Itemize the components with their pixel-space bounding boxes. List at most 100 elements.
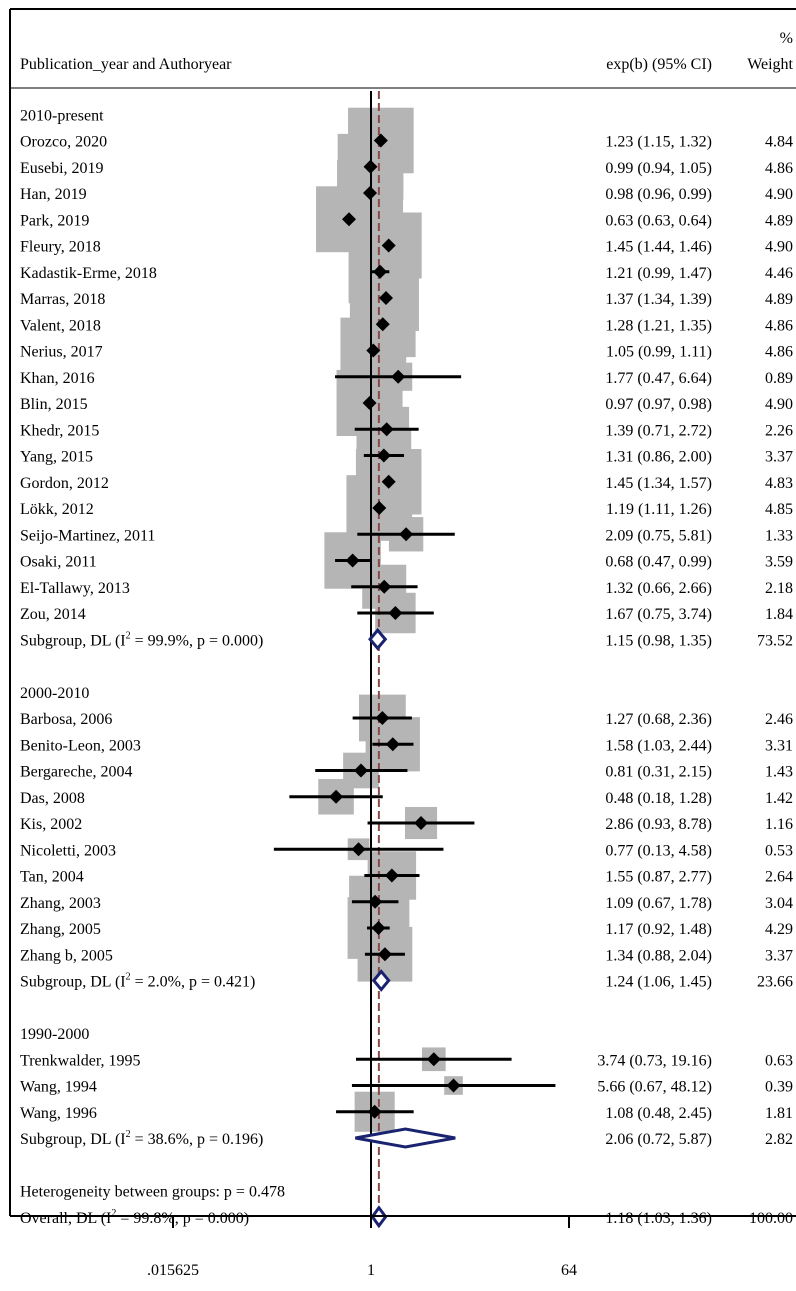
study-ci-text: 1.31 (0.86, 2.00) [605, 449, 712, 466]
study-weight-text: 4.89 [765, 291, 793, 308]
study-weight-text: 4.86 [765, 160, 793, 177]
study-label: Benito-Leon, 2003 [20, 737, 141, 754]
study-label: Orozco, 2020 [20, 134, 107, 151]
point-estimate-marker [363, 159, 378, 174]
point-estimate-marker [372, 501, 387, 515]
subgroup-diamond [371, 969, 391, 992]
study-weight-text: 4.90 [765, 396, 793, 413]
study-weight-text: 0.89 [765, 370, 793, 387]
study-weight-text: 4.83 [765, 475, 793, 492]
study-label: Eusebi, 2019 [20, 160, 104, 177]
study-ci-text: 5.66 (0.67, 48.12) [597, 1079, 712, 1096]
study-ci-text: 0.63 (0.63, 0.64) [605, 212, 712, 229]
study-ci-text: 0.68 (0.47, 0.99) [605, 554, 712, 571]
point-estimate-marker [329, 789, 344, 804]
study-label: Valent, 2018 [20, 317, 101, 334]
subgroup-ci-text: 2.06 (0.72, 5.87) [605, 1131, 712, 1148]
group-heading: 1990-2000 [20, 1026, 89, 1043]
study-label: Fleury, 2018 [20, 239, 101, 256]
study-weight-text: 2.64 [765, 869, 793, 886]
subgroup-label: Subgroup, DL (I2 = 2.0%, p = 0.421) [20, 972, 255, 991]
study-ci-text: 0.97 (0.97, 0.98) [605, 396, 712, 413]
study-weight-text: 0.63 [765, 1052, 793, 1069]
study-ci-text: 1.45 (1.44, 1.46) [605, 239, 712, 256]
header-effect-label: exp(b) (95% CI) [606, 56, 712, 73]
point-estimate-marker [373, 264, 388, 279]
study-weight-text: 1.33 [765, 527, 793, 544]
point-estimate-marker [385, 737, 400, 752]
study-ci-text: 0.98 (0.96, 0.99) [605, 186, 712, 203]
study-weight-text: 4.86 [765, 344, 793, 361]
x-tick-label: .015625 [147, 1262, 199, 1279]
study-weight-text: 1.84 [765, 606, 793, 623]
x-tick-label: 64 [561, 1262, 577, 1279]
study-weight-text: 4.85 [765, 501, 793, 518]
study-weight-text: 3.04 [765, 895, 793, 912]
study-label: Kadastik-Erme, 2018 [20, 265, 157, 282]
study-ci-text: 1.27 (0.68, 2.36) [605, 711, 712, 728]
point-estimate-marker [391, 369, 406, 384]
study-label: Nicoletti, 2003 [20, 842, 116, 859]
study-ci-text: 1.08 (0.48, 2.45) [605, 1105, 712, 1122]
subgroup-weight-text: 2.82 [765, 1131, 793, 1148]
study-weight-text: 2.18 [765, 580, 793, 597]
study-weight-text: 4.46 [765, 265, 793, 282]
study-label: Bergareche, 2004 [20, 764, 133, 781]
subgroup-weight-text: 23.66 [757, 974, 793, 991]
point-estimate-marker [426, 1052, 441, 1067]
subgroup-diamond [368, 627, 388, 651]
group-heading: 2010-present [20, 107, 104, 124]
reference-line-layer [370, 91, 380, 1216]
point-estimate-marker [414, 816, 429, 830]
study-ci-text: 1.19 (1.11, 1.26) [606, 501, 712, 518]
point-estimate-marker [379, 422, 394, 437]
study-label: Barbosa, 2006 [20, 711, 112, 728]
study-label: Lökk, 2012 [20, 501, 94, 518]
study-weight-text: 4.84 [765, 134, 793, 151]
point-estimate-marker [368, 894, 383, 909]
study-ci-text: 1.77 (0.47, 6.64) [605, 370, 712, 387]
subgroup-label: Subgroup, DL (I2 = 38.6%, p = 0.196) [20, 1129, 263, 1148]
study-ci-text: 1.28 (1.21, 1.35) [605, 317, 712, 334]
study-label: Han, 2019 [20, 186, 87, 203]
subgroup-ci-text: 1.24 (1.06, 1.45) [605, 974, 712, 991]
study-label: Gordon, 2012 [20, 475, 109, 492]
study-label: Blin, 2015 [20, 396, 88, 413]
study-ci-text: 3.74 (0.73, 19.16) [597, 1052, 712, 1069]
subgroup-ci-text: 1.15 (0.98, 1.35) [605, 632, 712, 649]
study-ci-text: 0.48 (0.18, 1.28) [605, 790, 712, 807]
text-layer: Publication_year and Authoryear exp(b) (9… [20, 30, 794, 1227]
study-ci-text: 1.58 (1.03, 2.44) [605, 737, 712, 754]
point-estimate-marker [377, 947, 392, 962]
point-estimate-marker [351, 842, 366, 857]
study-label: Zhang, 2005 [20, 921, 101, 938]
header-study-label: Publication_year and Authoryear [20, 56, 232, 73]
study-ci-text: 2.86 (0.93, 8.78) [605, 816, 712, 833]
study-ci-text: 1.37 (1.34, 1.39) [605, 291, 712, 308]
point-estimate-marker [384, 868, 399, 883]
study-weight-text: 1.43 [765, 764, 793, 781]
header-weight-label: Weight [747, 56, 793, 73]
study-label: Tan, 2004 [20, 869, 84, 886]
overall-label: Overall, DL (I2 = 99.8%, p = 0.000) [20, 1208, 249, 1227]
overall-weight-text: 100.00 [749, 1210, 793, 1227]
point-estimate-marker [366, 343, 381, 358]
point-estimate-marker [378, 291, 393, 305]
point-estimate-marker [388, 606, 403, 620]
point-estimate-marker [345, 553, 360, 568]
point-estimate-marker [381, 238, 396, 253]
study-ci-text: 1.32 (0.66, 2.66) [605, 580, 712, 597]
study-label: Khedr, 2015 [20, 422, 99, 439]
study-weight-text: 1.42 [765, 790, 793, 807]
study-ci-text: 1.39 (0.71, 2.72) [605, 422, 712, 439]
subgroup-label: Subgroup, DL (I2 = 99.9%, p = 0.000) [20, 630, 263, 649]
study-weight-text: 3.31 [765, 737, 793, 754]
study-weight-text: 3.59 [765, 554, 793, 571]
study-label: Zhang, 2003 [20, 895, 101, 912]
study-ci-text: 1.23 (1.15, 1.32) [605, 134, 712, 151]
study-ci-text: 1.21 (0.99, 1.47) [605, 265, 712, 282]
point-estimate-marker [381, 474, 396, 489]
study-label: Nerius, 2017 [20, 344, 103, 361]
point-estimate-marker [371, 921, 386, 935]
